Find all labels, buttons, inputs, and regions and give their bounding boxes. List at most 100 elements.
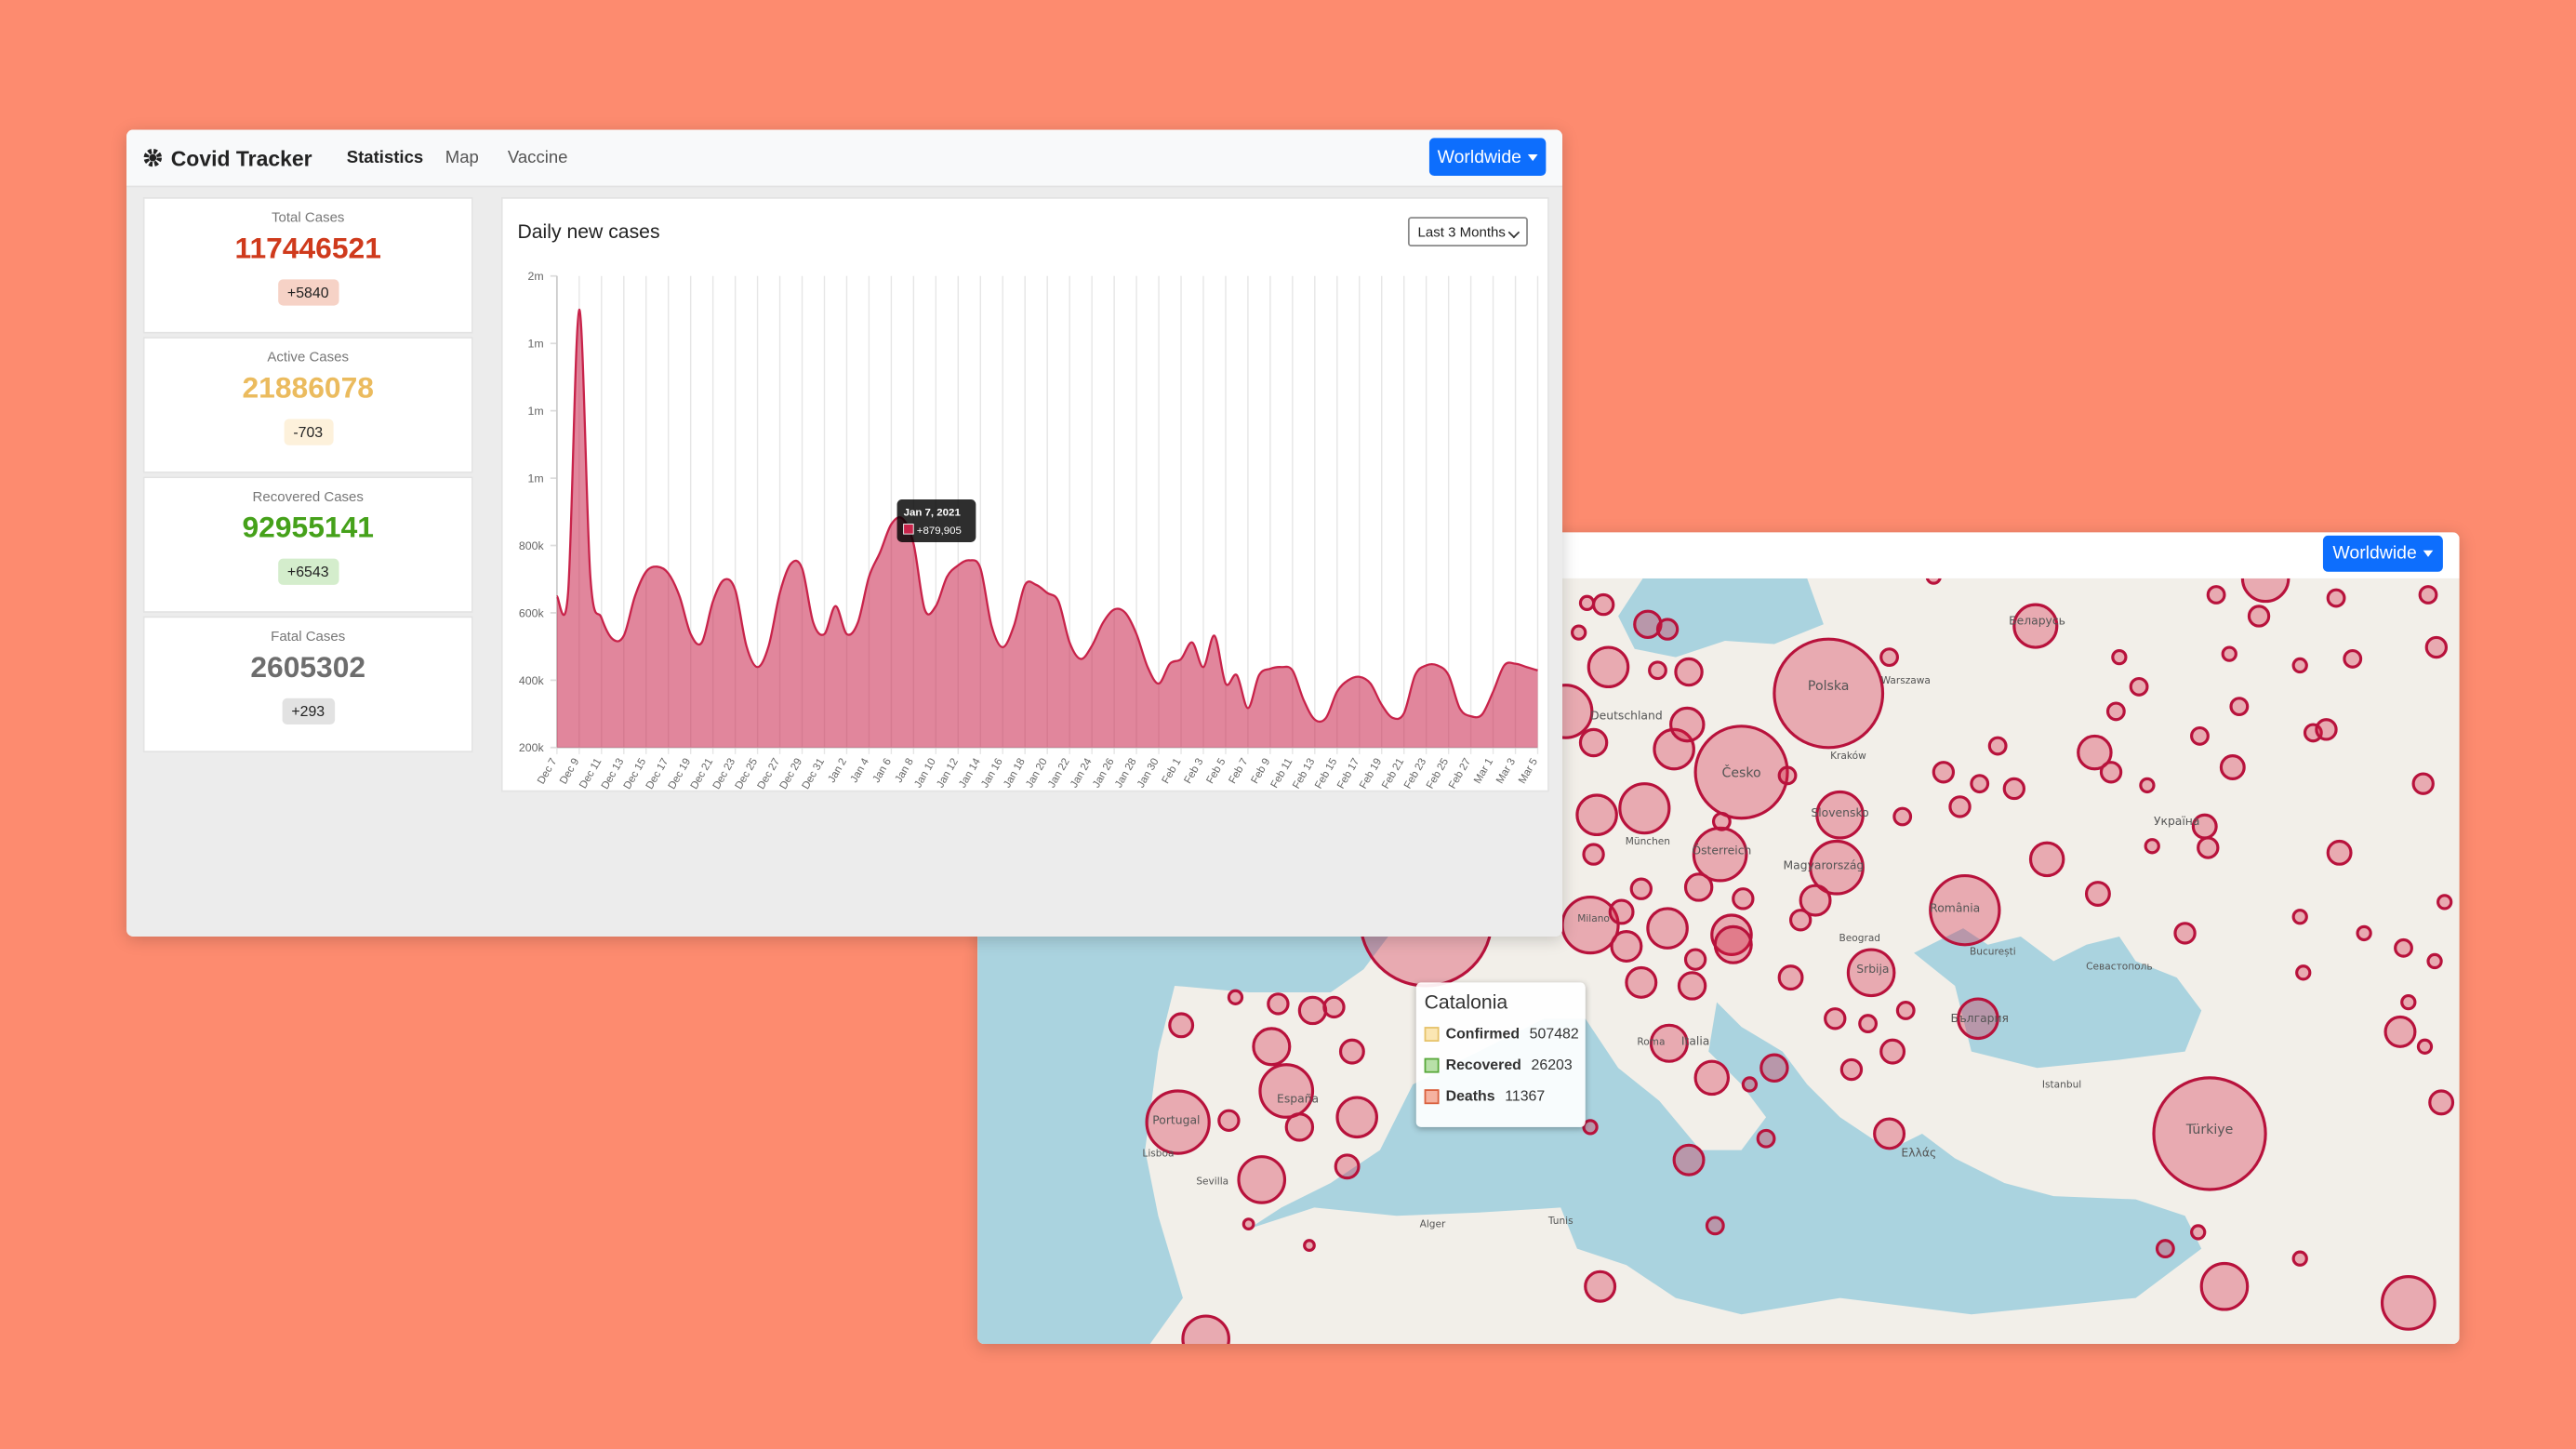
- case-circle: [1181, 1314, 1230, 1345]
- case-circle: [2105, 701, 2126, 722]
- map-label: Sevilla: [1196, 1176, 1228, 1188]
- x-tick-label: Feb 3: [1183, 756, 1206, 785]
- map-label: Севастополь: [2086, 961, 2152, 972]
- stat-value: 92955141: [242, 511, 374, 544]
- stat-title: Fatal Cases: [271, 627, 346, 645]
- stat-title: Recovered Cases: [252, 487, 364, 505]
- map-label: Milano: [1577, 913, 1610, 924]
- case-circle: [2111, 648, 2128, 666]
- x-tick-label: Jan 14: [957, 756, 983, 790]
- popup-value: 11367: [1505, 1087, 1546, 1105]
- case-circle: [2144, 838, 2160, 855]
- region-button[interactable]: Worldwide: [2322, 535, 2443, 572]
- case-circle: [2129, 677, 2149, 697]
- map-label: Slovensko: [1811, 806, 1868, 819]
- stat-card: Fatal Cases 2605302 +293: [142, 616, 473, 753]
- map-label: Deutschland: [1590, 710, 1663, 723]
- map-label: Україна: [2154, 815, 2200, 828]
- popup-title: Catalonia: [1424, 990, 1508, 1014]
- y-tick-label: 600k: [519, 606, 545, 619]
- map-label: Türkiye: [2185, 1123, 2234, 1137]
- case-circle: [2199, 1261, 2250, 1311]
- map-label: Lisboa: [1142, 1149, 1174, 1160]
- x-tick-label: Jan 16: [979, 756, 1005, 790]
- case-circle: [1756, 1128, 1776, 1149]
- map-label: Istanbul: [2042, 1079, 2081, 1090]
- tooltip: Jan 7, 2021 +879,905: [896, 499, 976, 542]
- x-tick-label: Jan 20: [1024, 756, 1050, 790]
- case-circle: [2291, 657, 2308, 674]
- case-circle: [1258, 1063, 1315, 1119]
- case-circle: [1584, 1270, 1617, 1303]
- region-button[interactable]: Worldwide: [1428, 138, 1547, 177]
- x-tick-label: Jan 26: [1091, 756, 1117, 790]
- case-circle: [1629, 877, 1653, 900]
- case-circle: [1672, 1143, 1706, 1176]
- x-tick-label: Mar 3: [1494, 756, 1518, 785]
- case-circle: [1683, 872, 1714, 902]
- map-label: Portugal: [1152, 1113, 1200, 1126]
- stat-title: Active Cases: [267, 348, 350, 366]
- case-circle: [2418, 585, 2438, 605]
- case-circle: [1655, 618, 1680, 641]
- map-label: България: [1950, 1012, 2009, 1025]
- range-select[interactable]: Last 3 Months: [1407, 217, 1528, 246]
- case-circle: [2343, 648, 2363, 669]
- x-tick-label: Jan 22: [1046, 756, 1072, 790]
- case-circle: [1267, 992, 1290, 1016]
- x-tick-label: Dec 7: [536, 756, 559, 786]
- case-circle: [1705, 1216, 1725, 1236]
- case-circle: [1788, 909, 1812, 932]
- case-circle: [1591, 592, 1615, 617]
- nav-link[interactable]: Statistics: [346, 147, 424, 168]
- x-tick-label: Jan 6: [871, 756, 894, 784]
- chart: Daily new cases 200k 400k 600k 800k 1m 1m 1m 2m…: [517, 221, 1540, 791]
- case-circle: [2099, 761, 2123, 784]
- x-tick-label: Jan 2: [827, 756, 849, 784]
- popup-row: Recovered 26203: [1424, 1057, 1573, 1073]
- case-circle: [2002, 777, 2026, 801]
- case-circle: [1237, 1155, 1287, 1204]
- case-circle: [2315, 718, 2338, 741]
- case-circle: [1284, 1112, 1315, 1142]
- map-label: Beograd: [1839, 933, 1881, 944]
- stat-change: +6543: [277, 558, 339, 585]
- case-circle: [2394, 937, 2413, 958]
- case-circle: [1692, 826, 1748, 883]
- x-tick-label: Dec 9: [558, 756, 581, 786]
- case-circle: [1335, 1096, 1378, 1139]
- x-tick-label: Feb 9: [1249, 756, 1272, 785]
- map-label: București: [1970, 946, 2016, 957]
- case-circle: [1608, 898, 1635, 925]
- case-circle: [1809, 839, 1865, 896]
- tooltip-swatch: [903, 524, 914, 535]
- nav-link[interactable]: Map: [445, 147, 479, 168]
- map-label: Ελλάς: [1901, 1147, 1936, 1160]
- stat-change: -703: [283, 419, 333, 445]
- x-tick-label: Jan 18: [1002, 756, 1028, 790]
- case-circle: [1575, 793, 1618, 837]
- case-circle: [2206, 585, 2226, 605]
- map-label: Italia: [1681, 1035, 1710, 1048]
- case-circle: [1759, 1053, 1789, 1083]
- map-labels: Polska Česko Deutschland Österreich Slovensk…: [1142, 614, 2233, 1230]
- case-circle: [2221, 645, 2237, 662]
- case-circle: [1227, 989, 1244, 1005]
- nav-link[interactable]: Vaccine: [507, 147, 568, 168]
- case-circle: [2155, 1239, 2175, 1259]
- y-tick-label: 1m: [528, 338, 544, 351]
- case-circle: [1610, 930, 1643, 964]
- case-circle: [1582, 1119, 1599, 1136]
- brand-icon: [143, 148, 163, 167]
- brand[interactable]: Covid Tracker: [170, 146, 312, 171]
- case-circle: [1217, 1109, 1241, 1132]
- map-label: Srbija: [1856, 963, 1889, 976]
- case-circle: [1773, 637, 1885, 750]
- case-circle: [1957, 997, 1999, 1041]
- case-circle: [2219, 754, 2246, 780]
- case-circle: [1578, 594, 1596, 611]
- case-circle: [1582, 843, 1605, 866]
- case-circle: [1560, 895, 1620, 955]
- x-tick-label: Jan 12: [935, 756, 961, 790]
- x-tick-label: Mar 5: [1517, 756, 1540, 785]
